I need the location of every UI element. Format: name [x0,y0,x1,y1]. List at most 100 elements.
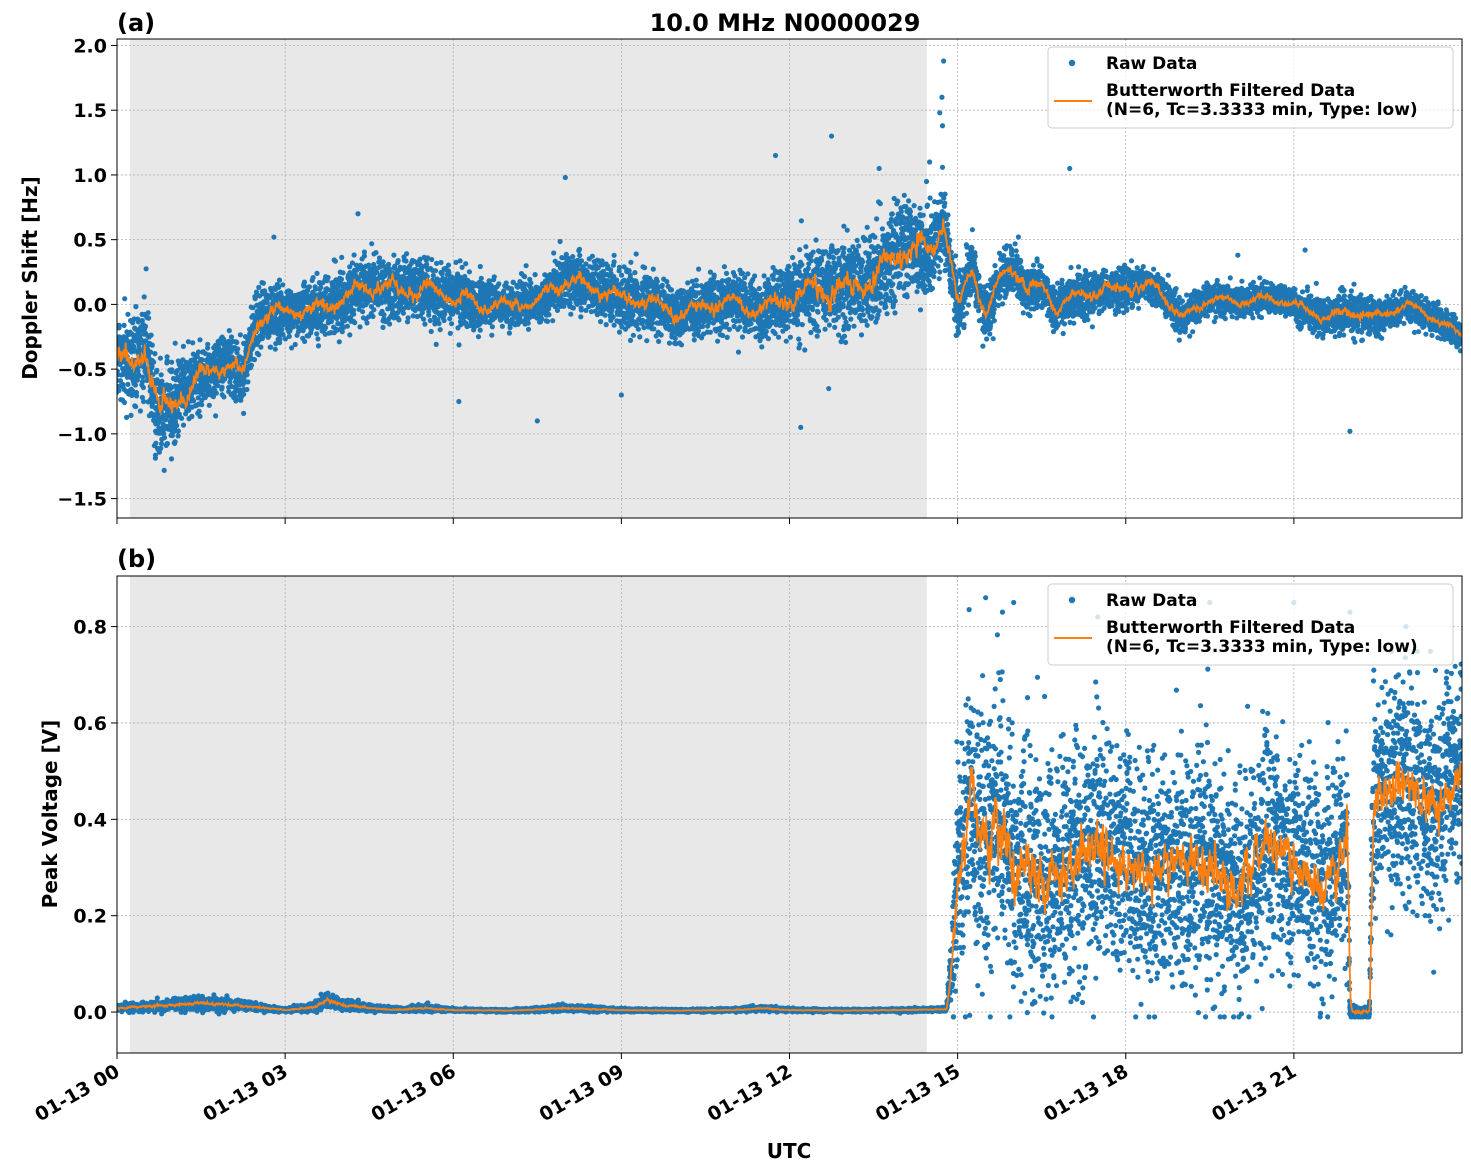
raw-data-point [463,261,469,267]
raw-data-point [522,274,528,280]
raw-data-point [244,386,250,393]
raw-data-point [478,275,484,281]
raw-data-point [567,300,573,306]
raw-data-point [396,317,402,323]
raw-data-point [158,445,164,451]
raw-data-point [489,324,495,330]
raw-data-point [128,412,134,418]
raw-data-point [258,344,264,350]
raw-data-point [221,394,227,400]
raw-data-point [132,382,138,388]
raw-data-point [391,252,397,258]
raw-data-point [577,252,583,258]
raw-data-point [611,252,617,258]
raw-data-point [205,345,211,351]
raw-data-point [489,332,495,338]
raw-data-point [140,374,146,380]
raw-data-point [668,287,675,293]
raw-data-point [241,391,247,397]
raw-data-point [633,251,639,257]
raw-data-point [634,321,640,327]
raw-data-point [380,324,386,330]
raw-data-point [400,310,406,316]
raw-data-point [137,332,143,339]
raw-data-point [156,449,162,455]
raw-data-point [186,407,192,413]
raw-data-point [196,408,202,414]
raw-data-point [570,254,576,260]
raw-data-point [554,307,561,313]
raw-data-point [364,320,370,326]
raw-data-point [159,378,165,384]
raw-data-point [219,384,225,390]
raw-data-point [578,307,584,313]
raw-data-point [213,390,219,396]
raw-data-point [371,307,377,313]
raw-data-point [357,324,363,330]
raw-data-point [544,318,551,324]
raw-data-point [154,367,160,373]
raw-data-point [457,258,463,264]
raw-data-point [172,340,178,346]
raw-data-point [664,279,670,285]
raw-data-point [550,318,556,324]
raw-data-point [650,266,656,272]
raw-data-point [145,310,151,316]
raw-data-point [496,281,502,287]
raw-data-point [117,325,122,331]
raw-data-point [301,279,308,285]
raw-data-point [149,363,155,369]
raw-data-point [387,321,393,327]
raw-data-point [164,354,170,360]
raw-data-point [557,238,563,245]
raw-data-point [131,343,137,350]
raw-data-point [228,334,235,340]
raw-data-point [658,332,664,338]
raw-data-point [642,265,648,271]
raw-data-point [695,328,701,334]
raw-data-point [578,258,585,264]
raw-data-point [272,346,278,352]
raw-data-point [477,263,483,270]
raw-data-point [635,326,642,332]
raw-data-point [499,323,505,329]
raw-data-point [723,270,730,276]
raw-data-point [344,323,350,329]
raw-data-point [475,334,482,340]
raw-data-point [310,275,316,281]
raw-data-point [726,326,733,332]
raw-data-point [432,268,439,274]
raw-data-point [148,349,154,355]
raw-data-point [532,272,538,278]
raw-data-point [611,259,617,265]
raw-data-point [169,367,175,373]
raw-data-point [175,433,181,439]
raw-data-point [260,280,266,286]
raw-data-point [234,350,240,356]
raw-data-point [233,398,239,404]
raw-data-point [427,317,433,324]
raw-data-point [395,258,401,264]
raw-data-point [133,404,139,410]
raw-data-point [447,330,453,336]
raw-data-point [213,413,219,419]
raw-data-point [235,346,241,352]
raw-data-point [314,331,320,337]
raw-data-point [302,338,308,344]
raw-data-point [466,269,472,275]
raw-data-point [153,440,159,446]
raw-data-point [438,259,444,266]
raw-data-point [343,310,350,316]
raw-data-point [121,399,128,406]
raw-data-point [340,270,346,276]
raw-data-point [627,337,634,343]
raw-data-point [117,378,123,384]
raw-data-point [339,329,345,335]
raw-data-point [172,439,178,445]
raw-data-point [439,271,445,277]
raw-data-point [233,394,239,400]
raw-data-point [434,260,440,266]
raw-data-point [148,332,154,338]
raw-data-point [325,274,331,281]
